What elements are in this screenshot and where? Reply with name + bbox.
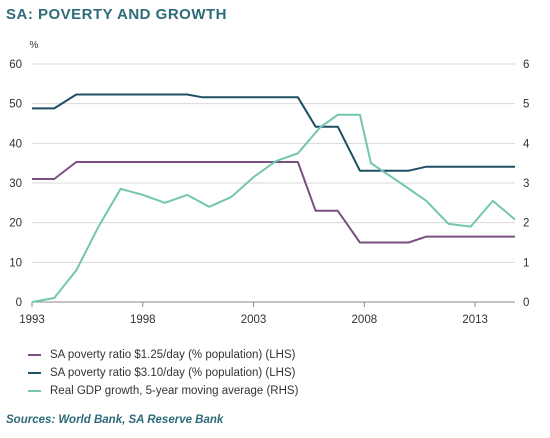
legend-swatch-navy: [28, 372, 41, 374]
right-tick-label: 6: [523, 59, 529, 71]
right-tick-label: 1: [523, 257, 529, 269]
legend-item-green: Real GDP growth, 5-year moving average (…: [28, 382, 298, 400]
left-tick-label: 20: [9, 218, 22, 230]
left-axis-unit: %: [30, 40, 39, 51]
left-tick-label: 60: [9, 59, 22, 71]
right-tick-label: 2: [523, 218, 529, 230]
chart-title: SA: POVERTY AND GROWTH: [6, 6, 228, 23]
series-line-0: [32, 161, 515, 244]
left-tick-label: 0: [16, 297, 22, 309]
left-tick-label: 30: [9, 178, 22, 190]
source-note: Sources: World Bank, SA Reserve Bank: [6, 414, 224, 426]
x-tick-label: 2013: [462, 314, 488, 326]
x-tick-label: 1998: [130, 314, 156, 326]
axes: [31, 301, 515, 307]
legend-item-navy: SA poverty ratio $3.10/day (% population…: [28, 364, 298, 382]
left-tick-label: 50: [9, 99, 22, 111]
right-tick-label: 4: [523, 138, 530, 150]
legend-label-green: Real GDP growth, 5-year moving average (…: [50, 385, 299, 397]
series-lines: [31, 93, 516, 303]
right-tick-label: 3: [523, 178, 529, 190]
legend-swatch-purple: [28, 354, 41, 356]
legend-label-purple: SA poverty ratio $1.25/day (% population…: [50, 349, 296, 361]
left-tick-label: 40: [9, 138, 22, 150]
legend-swatch-green: [28, 390, 41, 392]
legend-item-purple: SA poverty ratio $1.25/day (% population…: [28, 346, 298, 364]
legend: SA poverty ratio $1.25/day (% population…: [28, 346, 298, 400]
left-tick-label: 10: [9, 257, 22, 269]
legend-label-navy: SA poverty ratio $3.10/day (% population…: [50, 367, 296, 379]
x-tick-label: 2008: [352, 314, 378, 326]
right-tick-label: 5: [523, 99, 529, 111]
gridlines: [32, 63, 515, 263]
series-line-1: [32, 93, 515, 172]
series-line-2: [31, 113, 516, 303]
tick-labels: 0 10 20 30 40 50 60 0 1 2 3 4 5 6% 1993 1998 2003 2008 201…: [9, 40, 530, 326]
x-tick-label: 1993: [19, 314, 45, 326]
right-tick-label: 0: [523, 297, 529, 309]
x-tick-label: 2003: [241, 314, 267, 326]
